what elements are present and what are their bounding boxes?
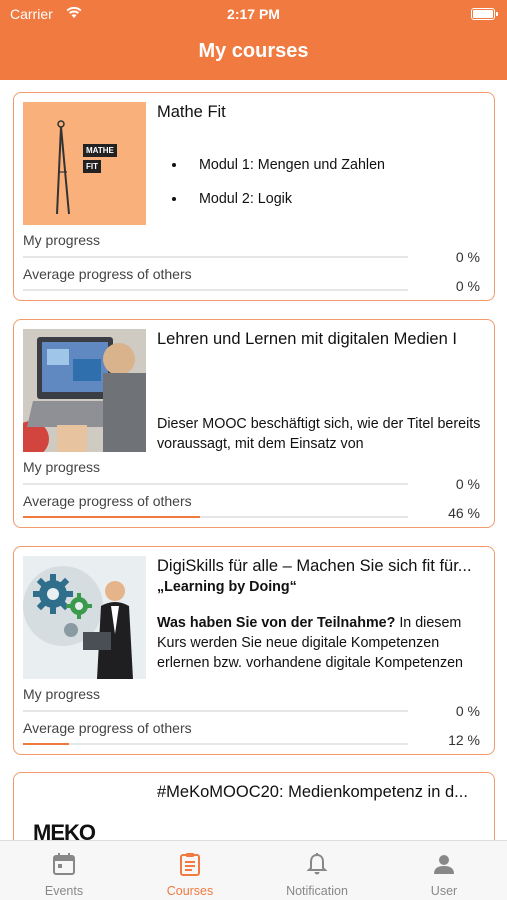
tab-bar: Events Courses Notification User	[0, 840, 507, 900]
tab-label: User	[430, 884, 458, 898]
wifi-icon	[66, 6, 82, 18]
battery-icon	[471, 8, 498, 20]
my-progress-value: 0 %	[455, 249, 480, 265]
my-progress-label: My progress	[23, 686, 101, 702]
my-progress-bar	[23, 483, 408, 485]
user-icon	[434, 855, 454, 874]
tab-courses[interactable]: Courses	[140, 841, 240, 900]
avg-progress-fill	[23, 516, 201, 518]
carrier-label: Carrier	[10, 6, 53, 22]
description-body: In diesem Kurs werden Sie neue digitale …	[157, 615, 464, 671]
course-title: Mathe Fit	[157, 103, 226, 121]
fit-logo-text: FIT	[83, 160, 101, 173]
avg-progress-bar	[23, 516, 408, 518]
module-item: Modul 1: Mengen und Zahlen	[187, 155, 491, 175]
calendar-icon	[53, 853, 75, 875]
course-description: Dieser MOOC beschäftigt sich, wie der Ti…	[157, 416, 481, 452]
course-thumbnail: MATHE FIT	[23, 102, 146, 225]
app-header: Carrier 2:17 PM My courses	[0, 0, 507, 80]
clipboard-icon	[180, 853, 200, 876]
tab-label: Events	[44, 884, 84, 898]
tab-events[interactable]: Events	[14, 841, 114, 900]
course-card-mathe-fit[interactable]: MATHE FIT Mathe Fit Modul 1: Mengen und …	[13, 92, 495, 301]
compass-icon	[56, 120, 70, 215]
course-title: Lehren und Lernen mit digitalen Medien I	[157, 330, 457, 348]
course-description: Was haben Sie von der Teilnahme? In dies…	[157, 613, 491, 673]
description-lead: Was haben Sie von der Teilnahme?	[157, 615, 396, 631]
avg-progress-fill	[23, 743, 70, 745]
course-title: DigiSkills für alle – Machen Sie sich fi…	[157, 557, 472, 575]
avg-progress-value: 12 %	[448, 732, 480, 748]
avg-progress-label: Average progress of others	[23, 266, 192, 282]
my-progress-label: My progress	[23, 232, 101, 248]
tab-user[interactable]: User	[394, 841, 494, 900]
course-modules: Modul 1: Mengen und Zahlen Modul 2: Logi…	[157, 155, 491, 223]
avg-progress-bar	[23, 743, 408, 745]
course-thumbnail	[23, 556, 146, 679]
my-progress-bar	[23, 710, 408, 712]
avg-progress-label: Average progress of others	[23, 493, 192, 509]
avg-progress-label: Average progress of others	[23, 720, 192, 736]
course-title: #MeKoMOOC20: Medienkompetenz in d...	[157, 783, 468, 801]
bell-icon	[306, 853, 328, 875]
status-bar: Carrier 2:17 PM	[10, 6, 498, 24]
course-thumbnail	[23, 329, 146, 452]
gears-illustration	[23, 566, 133, 679]
module-item: Modul 2: Logik	[187, 189, 491, 209]
avg-progress-value: 0 %	[455, 278, 480, 294]
laptop-photo	[23, 329, 146, 452]
avg-progress-bar	[23, 289, 408, 291]
page-title: My courses	[198, 40, 309, 62]
course-card-digiskills[interactable]: DigiSkills für alle – Machen Sie sich fi…	[13, 546, 495, 755]
clock: 2:17 PM	[227, 6, 280, 22]
course-card-digitale-medien[interactable]: Lehren und Lernen mit digitalen Medien I…	[13, 319, 495, 528]
course-subtitle: „Learning by Doing“	[157, 579, 297, 595]
my-progress-bar	[23, 256, 408, 258]
tab-notification[interactable]: Notification	[267, 841, 367, 900]
my-progress-value: 0 %	[455, 476, 480, 492]
my-progress-label: My progress	[23, 459, 101, 475]
course-card-mekomooc[interactable]: MEKO #MeKoMOOC20: Medienkompetenz in d..…	[13, 772, 495, 852]
avg-progress-value: 46 %	[448, 505, 480, 521]
tab-label: Notification	[286, 884, 348, 898]
my-progress-value: 0 %	[455, 703, 480, 719]
mathe-logo-text: MATHE	[83, 144, 117, 157]
tab-label: Courses	[166, 884, 214, 898]
